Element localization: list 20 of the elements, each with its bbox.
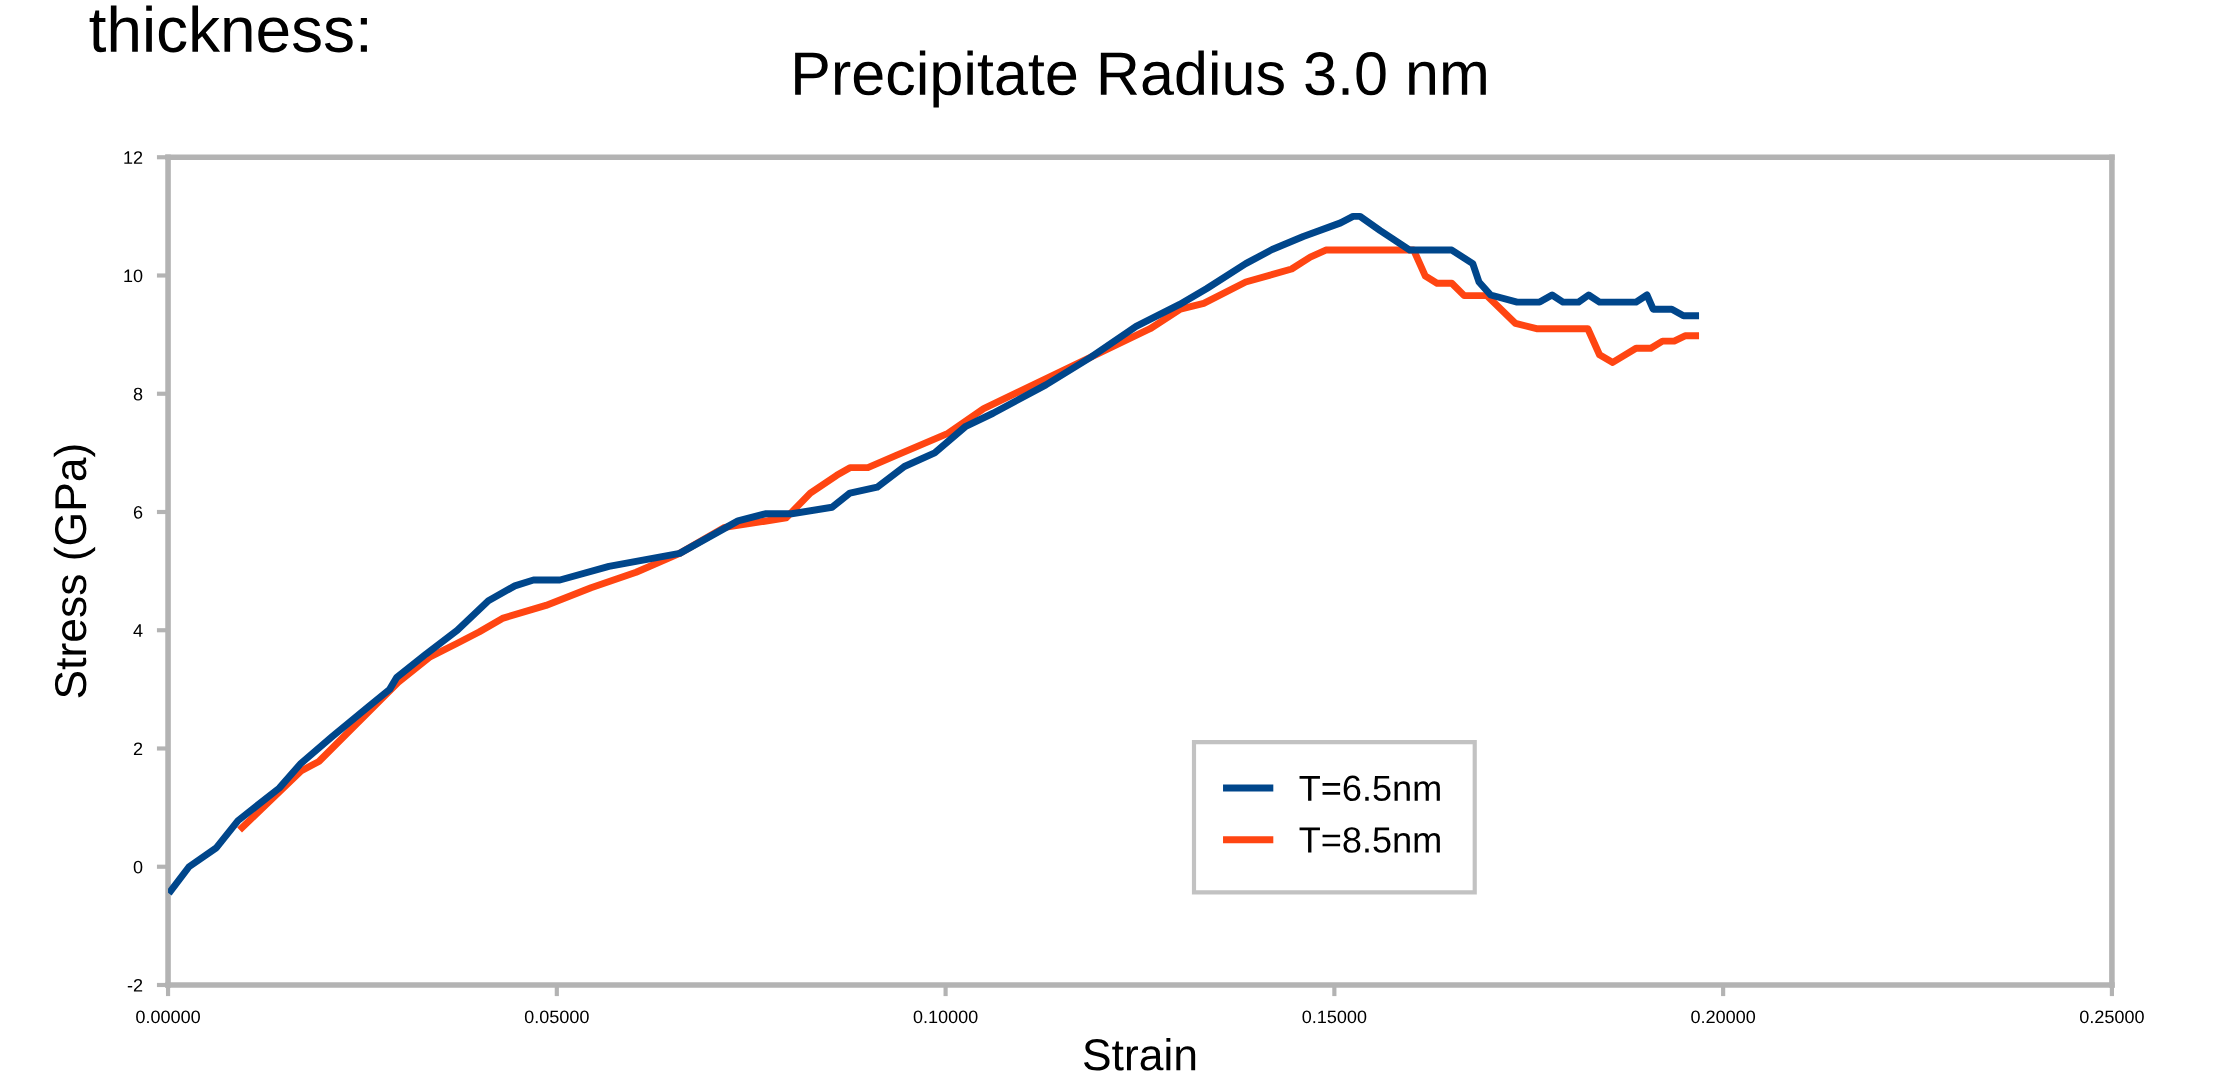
chart-title: Precipitate Radius 3.0 nm bbox=[795, 50, 1486, 108]
x-axis-title: Strain bbox=[1083, 1037, 1196, 1071]
y-tick-label: 4 bbox=[133, 624, 143, 637]
legend-label: T=8.5nm bbox=[1299, 827, 1440, 853]
text: thickness: bbox=[89, 5, 367, 53]
y-tick-label: -2 bbox=[127, 978, 143, 992]
y-tick-label: 12 bbox=[124, 151, 143, 164]
x-tick-label: 0.20000 bbox=[1691, 1010, 1756, 1024]
x-tick-label: 0.05000 bbox=[524, 1010, 589, 1024]
y-tick-label: 8 bbox=[133, 387, 143, 401]
x-tick-label: 0.15000 bbox=[1302, 1010, 1367, 1024]
y-tick-label: 0 bbox=[133, 860, 143, 874]
y-tick-label: 2 bbox=[133, 742, 143, 756]
y-tick-label: 10 bbox=[124, 269, 143, 283]
x-tick-label: 0.10000 bbox=[913, 1010, 978, 1024]
legend-label: T=6.5nm bbox=[1299, 775, 1440, 802]
y-axis-title: Stress (GPa) bbox=[53, 445, 96, 698]
x-tick-label: 0.00000 bbox=[136, 1010, 200, 1024]
y-tick-label: 6 bbox=[133, 505, 143, 519]
x-tick-label: 0.25000 bbox=[2079, 1010, 2144, 1024]
